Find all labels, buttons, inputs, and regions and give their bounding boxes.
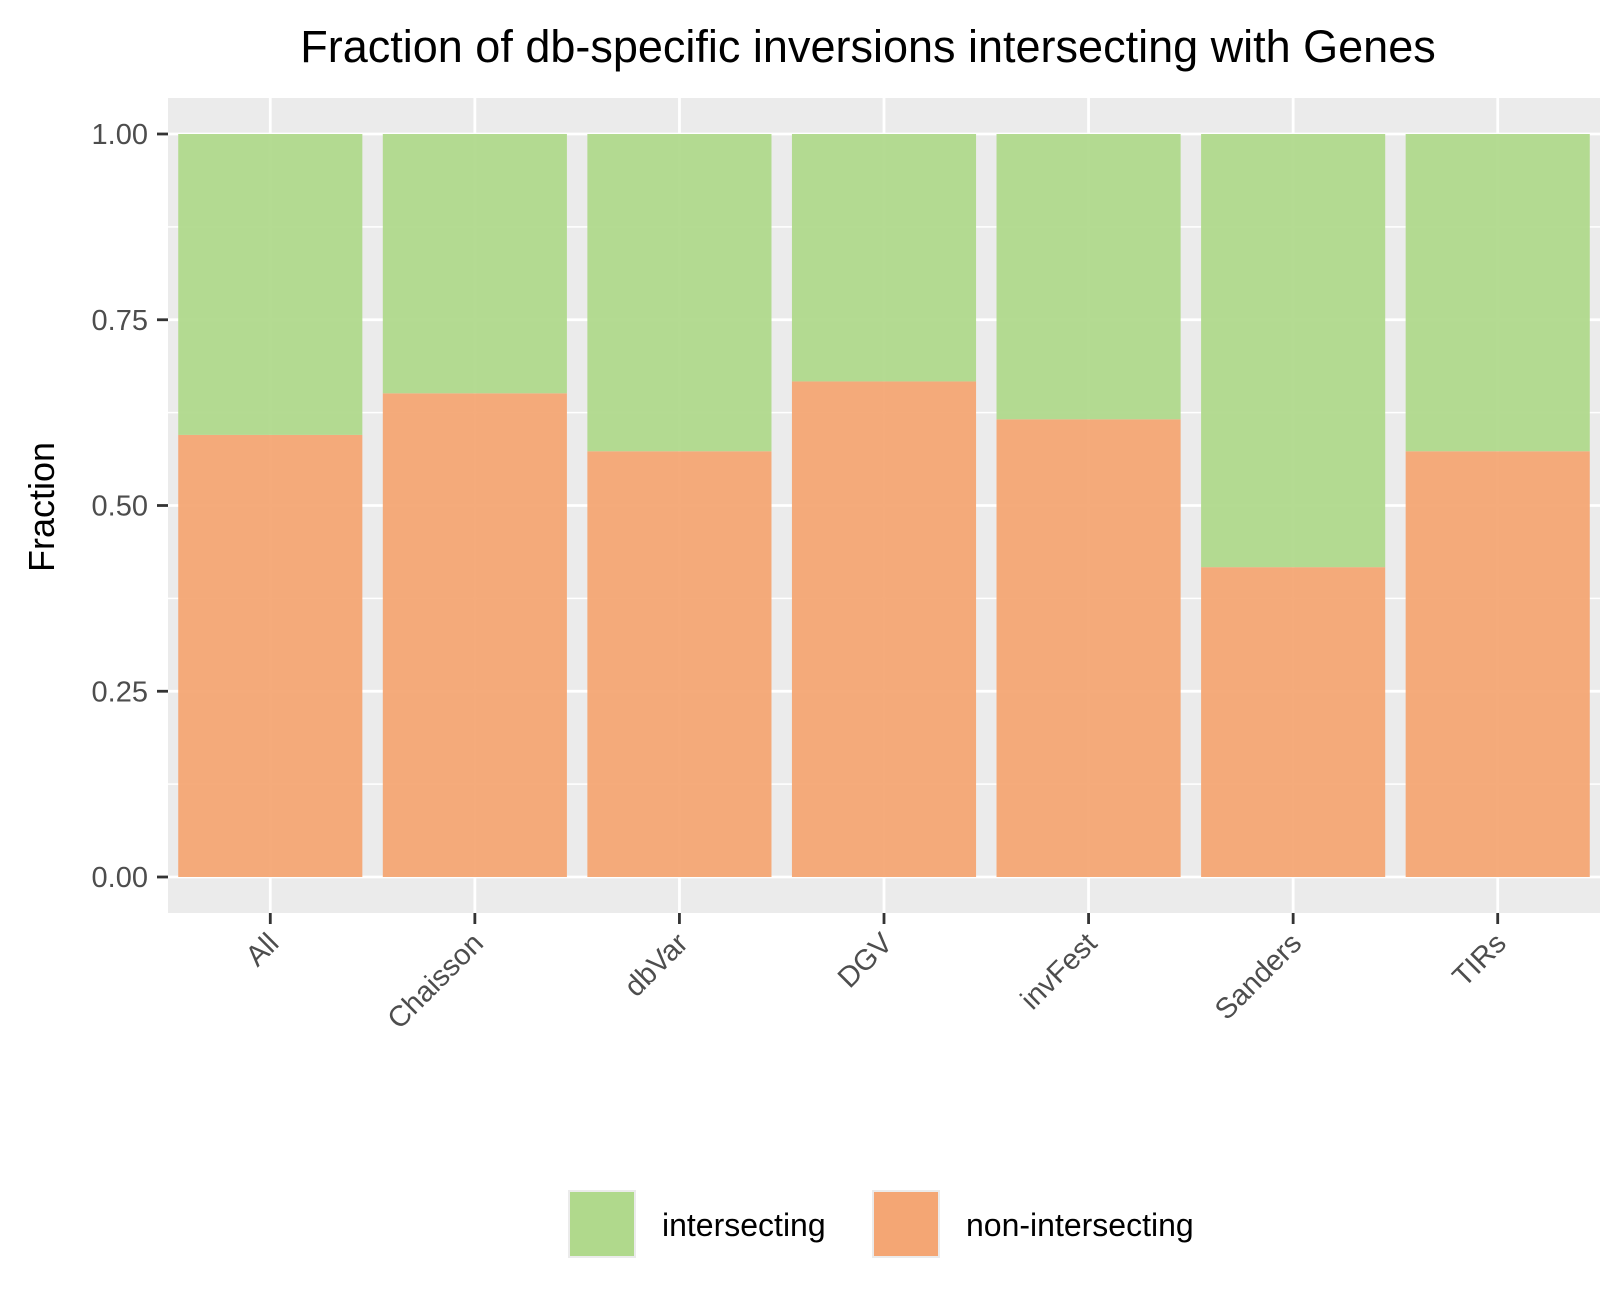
bar-non-intersecting-Chaisson bbox=[382, 393, 567, 877]
legend-label-non-intersecting: non-intersecting bbox=[966, 1207, 1194, 1243]
x-tick-label-All: All bbox=[240, 927, 285, 972]
bar-intersecting-DGV bbox=[791, 134, 977, 382]
x-tick-label-Sanders: Sanders bbox=[1209, 927, 1308, 1026]
bars bbox=[178, 134, 1590, 877]
bar-non-intersecting-Sanders bbox=[1201, 567, 1386, 877]
legend-key-non-intersecting bbox=[874, 1192, 938, 1256]
bar-intersecting-Chaisson bbox=[382, 134, 567, 394]
bar-intersecting-TIRs bbox=[1405, 134, 1590, 452]
y-axis: 0.00 0.25 0.50 0.75 1.00 bbox=[92, 119, 168, 894]
legend-label-intersecting: intersecting bbox=[662, 1207, 826, 1243]
y-tick-label: 1.00 bbox=[92, 119, 148, 151]
y-axis-title: Fraction bbox=[21, 442, 62, 572]
bar-intersecting-invFest bbox=[996, 134, 1181, 420]
bar-non-intersecting-All bbox=[178, 434, 363, 877]
bar-intersecting-dbVar bbox=[587, 134, 772, 452]
y-tick-label: 0.75 bbox=[92, 305, 148, 337]
x-tick-label-dbVar: dbVar bbox=[619, 927, 695, 1003]
y-tick-label: 0.00 bbox=[92, 862, 148, 894]
x-tick-label-DGV: DGV bbox=[832, 927, 900, 995]
y-tick-label: 0.25 bbox=[92, 676, 148, 708]
x-tick-label-TIRs: TIRs bbox=[1447, 927, 1513, 993]
x-axis: All Chaisson dbVar DGV invFest Sanders TIRs bbox=[240, 913, 1513, 1035]
bar-intersecting-All bbox=[178, 134, 363, 435]
x-tick-label-invFest: invFest bbox=[1015, 927, 1104, 1016]
bar-non-intersecting-invFest bbox=[996, 419, 1181, 877]
y-tick-label: 0.50 bbox=[92, 491, 148, 523]
bar-non-intersecting-DGV bbox=[791, 381, 977, 877]
x-tick-label-Chaisson: Chaisson bbox=[382, 927, 490, 1035]
bar-non-intersecting-dbVar bbox=[587, 451, 772, 877]
bar-non-intersecting-TIRs bbox=[1405, 451, 1590, 877]
legend: intersecting non-intersecting bbox=[568, 1190, 1194, 1258]
bar-intersecting-Sanders bbox=[1201, 134, 1386, 568]
legend-key-intersecting bbox=[570, 1192, 634, 1256]
chart-title: Fraction of db-specific inversions inter… bbox=[300, 21, 1436, 72]
